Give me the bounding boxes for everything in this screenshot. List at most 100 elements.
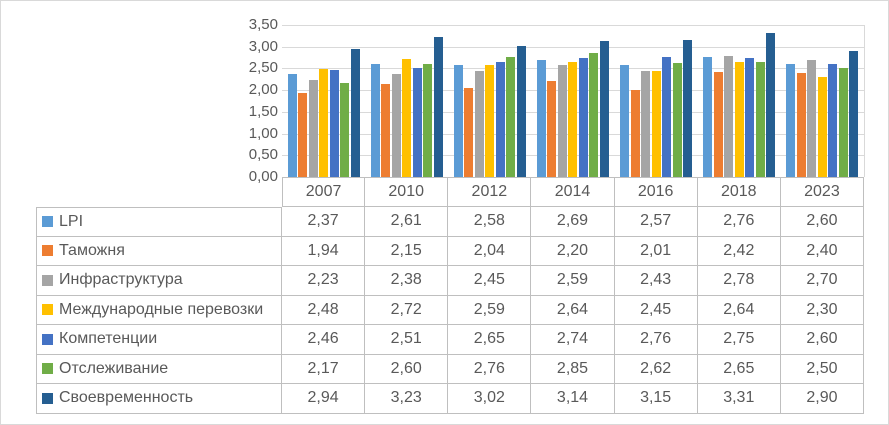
- value-Инфраструктура-2018: 2,78: [697, 266, 781, 296]
- bar-Международные перевозки-2016: [651, 70, 661, 177]
- value-Международные перевозки-2007: 2,48: [282, 295, 366, 325]
- bar-Таможня-2012: [464, 88, 474, 177]
- y-axis: 0,00 0,50 1,00 1,50 2,00 2,50 3,00 3,50: [1, 1, 278, 185]
- series-name: Таможня: [59, 241, 125, 259]
- legend-swatch-Своевременность: [42, 392, 53, 404]
- value-LPI-2010: 2,61: [365, 207, 449, 237]
- y-axis-tick-label: 2,50: [248, 59, 278, 77]
- bar-Отслеживание-2023: [838, 68, 848, 177]
- value-Международные перевозки-2010: 2,72: [365, 295, 449, 325]
- value-Инфраструктура-2012: 2,45: [448, 266, 532, 296]
- bar-Инфраструктура-2023: [807, 59, 817, 177]
- year-header-2018: 2018: [697, 177, 781, 207]
- legend-swatch-Компетенции: [42, 333, 53, 345]
- bar-LPI-2014: [536, 60, 546, 177]
- bar-Таможня-2007: [298, 92, 308, 177]
- legend-swatch-Отслеживание: [42, 363, 53, 375]
- bar-Инфраструктура-2007: [308, 80, 318, 177]
- bar-Своевременность-2014: [599, 40, 609, 177]
- bar-group-2010: [365, 25, 448, 177]
- series-name: Своевременность: [59, 389, 194, 407]
- bar-Инфраструктура-2010: [391, 73, 401, 177]
- bar-Международные перевозки-2023: [817, 77, 827, 177]
- series-name: Отслеживание: [59, 359, 169, 377]
- bar-Компетенции-2012: [495, 61, 505, 177]
- value-Компетенции-2014: 2,74: [531, 325, 615, 355]
- bar-Международные перевозки-2014: [568, 62, 578, 177]
- bar-Своевременность-2023: [849, 51, 859, 177]
- value-Компетенции-2012: 2,65: [448, 325, 532, 355]
- bar-Международные перевозки-2010: [402, 58, 412, 177]
- bar-Отслеживание-2007: [340, 82, 350, 177]
- bar-Своевременность-2016: [683, 40, 693, 177]
- value-Компетенции-2010: 2,51: [365, 325, 449, 355]
- bar-Таможня-2018: [713, 71, 723, 177]
- value-Отслеживание-2007: 2,17: [282, 354, 366, 384]
- value-Отслеживание-2012: 2,76: [448, 354, 532, 384]
- bar-group-2012: [448, 25, 531, 177]
- value-Своевременность-2012: 3,02: [448, 384, 532, 414]
- value-Таможня-2014: 2,20: [531, 236, 615, 266]
- value-Компетенции-2018: 2,75: [697, 325, 781, 355]
- y-axis-tick-label: 1,00: [248, 124, 278, 142]
- value-Инфраструктура-2016: 2,43: [614, 266, 698, 296]
- value-Компетенции-2023: 2,60: [780, 325, 864, 355]
- y-axis-tick-label: 3,00: [248, 37, 278, 55]
- bar-Компетенции-2007: [329, 70, 339, 177]
- value-Инфраструктура-2014: 2,59: [531, 266, 615, 296]
- bar-LPI-2023: [786, 64, 796, 177]
- series-label-Отслеживание: Отслеживание: [36, 354, 282, 384]
- value-Инфраструктура-2007: 2,23: [282, 266, 366, 296]
- table-corner-cell: [36, 177, 282, 207]
- bar-Таможня-2014: [547, 81, 557, 177]
- value-Международные перевозки-2023: 2,30: [780, 295, 864, 325]
- bar-group-2014: [531, 25, 614, 177]
- value-LPI-2016: 2,57: [614, 207, 698, 237]
- value-LPI-2014: 2,69: [531, 207, 615, 237]
- bar-LPI-2010: [370, 63, 380, 177]
- y-axis-tick-label: 0,00: [248, 168, 278, 185]
- legend-swatch-Международные перевозки: [42, 304, 53, 316]
- value-LPI-2007: 2,37: [282, 207, 366, 237]
- y-axis-tick-label: 2,00: [248, 81, 278, 99]
- year-header-2010: 2010: [365, 177, 449, 207]
- year-header-2012: 2012: [448, 177, 532, 207]
- value-Таможня-2010: 2,15: [365, 236, 449, 266]
- value-Таможня-2018: 2,42: [697, 236, 781, 266]
- value-Своевременность-2016: 3,15: [614, 384, 698, 414]
- value-Отслеживание-2016: 2,62: [614, 354, 698, 384]
- value-Отслеживание-2018: 2,65: [697, 354, 781, 384]
- value-Отслеживание-2014: 2,85: [531, 354, 615, 384]
- value-Таможня-2007: 1,94: [282, 236, 366, 266]
- value-Компетенции-2007: 2,46: [282, 325, 366, 355]
- series-name: Инфраструктура: [59, 271, 183, 289]
- year-header-2014: 2014: [531, 177, 615, 207]
- value-Инфраструктура-2010: 2,38: [365, 266, 449, 296]
- bar-Компетенции-2010: [412, 68, 422, 177]
- legend-swatch-Инфраструктура: [42, 274, 53, 286]
- bar-Отслеживание-2018: [755, 61, 765, 177]
- plot-area: [282, 25, 865, 177]
- bar-Таможня-2023: [796, 72, 806, 177]
- value-Своевременность-2010: 3,23: [365, 384, 449, 414]
- value-Таможня-2012: 2,04: [448, 236, 532, 266]
- bar-Таможня-2016: [630, 89, 640, 177]
- year-header-2016: 2016: [614, 177, 698, 207]
- series-label-LPI: LPI: [36, 207, 282, 237]
- value-Своевременность-2018: 3,31: [697, 384, 781, 414]
- legend-swatch-LPI: [42, 216, 53, 228]
- value-Международные перевозки-2012: 2,59: [448, 295, 532, 325]
- year-header-2023: 2023: [780, 177, 864, 207]
- series-name: LPI: [59, 212, 84, 230]
- value-Международные перевозки-2018: 2,64: [697, 295, 781, 325]
- year-header-2007: 2007: [282, 177, 366, 207]
- y-axis-tick-label: 0,50: [248, 146, 278, 164]
- bar-Компетенции-2016: [662, 57, 672, 177]
- bar-Отслеживание-2012: [506, 57, 516, 177]
- bar-groups: [282, 25, 864, 177]
- value-Инфраструктура-2023: 2,70: [780, 266, 864, 296]
- bar-Отслеживание-2016: [672, 63, 682, 177]
- bar-Своевременность-2007: [350, 49, 360, 177]
- y-axis-tick-label: 3,50: [248, 16, 278, 33]
